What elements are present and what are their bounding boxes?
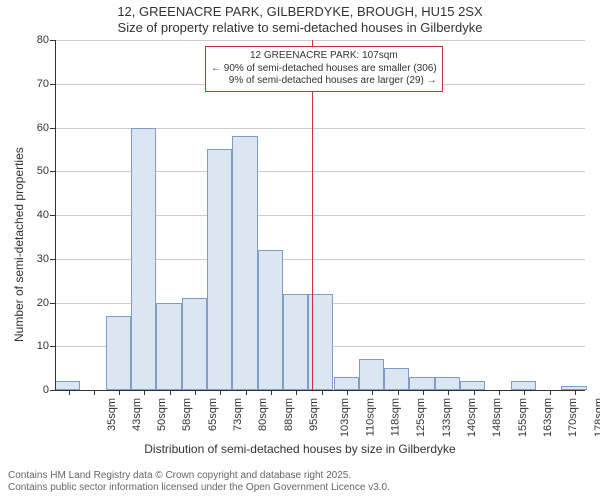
xtick-mark bbox=[474, 390, 475, 395]
xtick-mark bbox=[423, 390, 424, 395]
x-axis-line bbox=[55, 390, 585, 391]
xtick-mark bbox=[372, 390, 373, 395]
xtick-label: 58sqm bbox=[181, 398, 193, 431]
xtick-mark bbox=[550, 390, 551, 395]
histogram-bar bbox=[359, 359, 384, 390]
histogram-bar bbox=[55, 381, 80, 390]
xtick-mark bbox=[448, 390, 449, 395]
data-attribution: Contains HM Land Registry data © Crown c… bbox=[8, 470, 390, 494]
xtick-mark bbox=[347, 390, 348, 395]
xtick-mark bbox=[524, 390, 525, 395]
annotation-line1: 12 GREENACRE PARK: 107sqm bbox=[211, 50, 437, 63]
histogram-bar bbox=[182, 298, 207, 390]
annotation-box: 12 GREENACRE PARK: 107sqm← 90% of semi-d… bbox=[205, 46, 443, 92]
xtick-mark bbox=[296, 390, 297, 395]
xtick-label: 148sqm bbox=[491, 398, 503, 437]
xtick-label: 50sqm bbox=[156, 398, 168, 431]
xtick-mark bbox=[271, 390, 272, 395]
histogram-bar bbox=[131, 128, 156, 391]
xtick-mark bbox=[170, 390, 171, 395]
xtick-mark bbox=[575, 390, 576, 395]
histogram-bar bbox=[156, 303, 181, 391]
ytick-label: 70 bbox=[25, 78, 49, 90]
ytick-label: 10 bbox=[25, 340, 49, 352]
histogram-bar bbox=[207, 149, 232, 390]
xtick-label: 118sqm bbox=[389, 398, 401, 436]
chart-title-line2: Size of property relative to semi-detach… bbox=[0, 20, 600, 36]
xtick-label: 178sqm bbox=[593, 398, 600, 437]
xtick-mark bbox=[322, 390, 323, 395]
xtick-mark bbox=[220, 390, 221, 395]
xtick-label: 80sqm bbox=[257, 398, 269, 431]
histogram-bar bbox=[435, 377, 460, 390]
histogram-bar bbox=[334, 377, 359, 390]
ytick-label: 40 bbox=[25, 209, 49, 221]
histogram-bar bbox=[384, 368, 409, 390]
xtick-mark bbox=[195, 390, 196, 395]
xtick-label: 170sqm bbox=[567, 398, 579, 437]
chart-title-line1: 12, GREENACRE PARK, GILBERDYKE, BROUGH, … bbox=[0, 0, 600, 20]
xtick-label: 35sqm bbox=[106, 398, 118, 431]
xtick-mark bbox=[69, 390, 70, 395]
annotation-line3: 9% of semi-detached houses are larger (2… bbox=[211, 75, 437, 88]
xtick-label: 110sqm bbox=[364, 398, 376, 436]
ytick-label: 80 bbox=[25, 34, 49, 46]
y-axis-line bbox=[55, 40, 56, 390]
ytick-label: 20 bbox=[25, 297, 49, 309]
xtick-label: 65sqm bbox=[207, 398, 219, 431]
plot-area: 0102030405060708035sqm43sqm50sqm58sqm65s… bbox=[55, 40, 585, 390]
chart-container: 12, GREENACRE PARK, GILBERDYKE, BROUGH, … bbox=[0, 0, 600, 500]
histogram-bar bbox=[232, 136, 257, 390]
footer-line1: Contains HM Land Registry data © Crown c… bbox=[8, 470, 390, 482]
annotation-line2: ← 90% of semi-detached houses are smalle… bbox=[211, 63, 437, 76]
xtick-label: 125sqm bbox=[415, 398, 427, 437]
ytick-label: 50 bbox=[25, 165, 49, 177]
xtick-mark bbox=[94, 390, 95, 395]
xtick-mark bbox=[144, 390, 145, 395]
ytick-label: 30 bbox=[25, 253, 49, 265]
xtick-label: 43sqm bbox=[131, 398, 143, 431]
histogram-bar bbox=[409, 377, 434, 390]
xtick-label: 163sqm bbox=[542, 398, 554, 437]
xtick-mark bbox=[398, 390, 399, 395]
xtick-label: 140sqm bbox=[466, 398, 478, 437]
histogram-bar bbox=[258, 250, 283, 390]
xtick-label: 133sqm bbox=[441, 398, 453, 437]
xtick-label: 103sqm bbox=[340, 398, 352, 437]
footer-line2: Contains public sector information licen… bbox=[8, 482, 390, 494]
ytick-label: 60 bbox=[25, 122, 49, 134]
histogram-bar bbox=[460, 381, 485, 390]
ytick-label: 0 bbox=[25, 384, 49, 396]
histogram-bar bbox=[283, 294, 308, 390]
xtick-mark bbox=[119, 390, 120, 395]
x-axis-label: Distribution of semi-detached houses by … bbox=[0, 442, 600, 456]
subject-marker-line bbox=[312, 40, 313, 390]
xtick-label: 95sqm bbox=[308, 398, 320, 431]
xtick-label: 88sqm bbox=[283, 398, 295, 431]
xtick-mark bbox=[246, 390, 247, 395]
histogram-bar bbox=[106, 316, 131, 390]
y-axis-label: Number of semi-detached properties bbox=[12, 147, 26, 342]
gridline bbox=[55, 40, 585, 41]
xtick-label: 73sqm bbox=[232, 398, 244, 431]
xtick-mark bbox=[499, 390, 500, 395]
histogram-bar bbox=[511, 381, 536, 390]
xtick-label: 155sqm bbox=[517, 398, 529, 437]
